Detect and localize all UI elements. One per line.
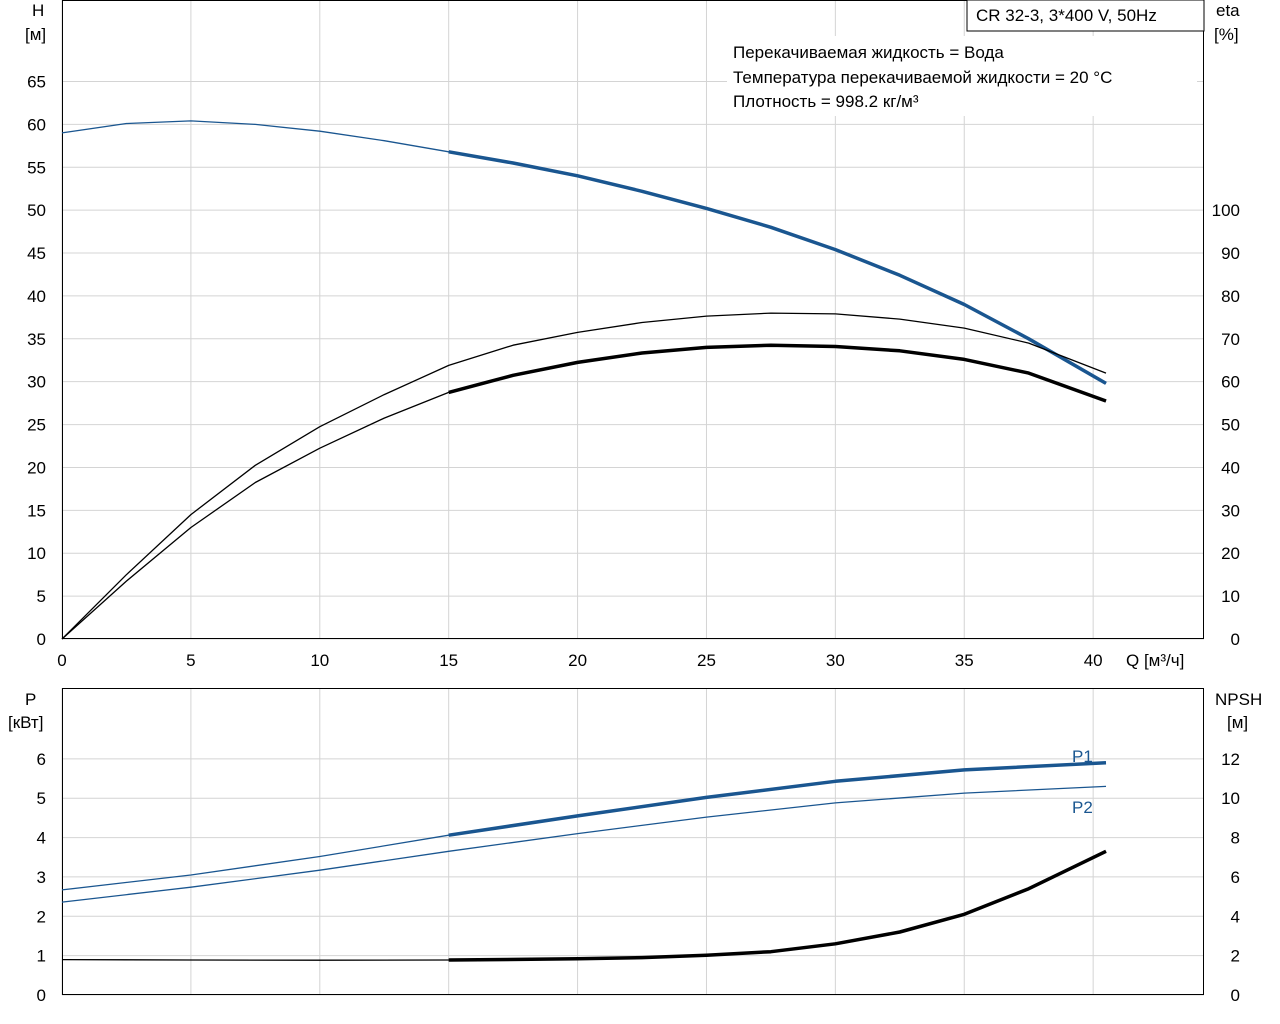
top-left-tick-label: 35: [27, 330, 46, 349]
bottom-plot-frame: [62, 688, 1204, 995]
bottom-left-tick-label: 1: [37, 947, 46, 966]
top-left-axis-unit: [м]: [25, 25, 46, 44]
x-tick-label: 5: [186, 651, 195, 670]
top-right-tick-label: 60: [1221, 373, 1240, 392]
top-right-tick-label: 0: [1231, 630, 1240, 649]
top-left-tick-label: 0: [37, 630, 46, 649]
bottom-left-axis-label: P: [25, 690, 36, 709]
bottom-right-tick-label: 8: [1231, 829, 1240, 848]
bottom-left-axis-unit: [кВт]: [8, 713, 43, 732]
top-series-2-operating-range: [448, 343, 1107, 403]
bottom-left-tick-label: 6: [37, 750, 46, 769]
top-series-0-operating-range: [448, 150, 1107, 385]
top-right-tick-label: 30: [1221, 501, 1240, 520]
x-tick-label: 25: [697, 651, 716, 670]
top-right-tick-label: 50: [1221, 416, 1240, 435]
bottom-right-tick-label: 0: [1231, 986, 1240, 1005]
x-tick-label: 0: [57, 651, 66, 670]
x-tick-label: 15: [439, 651, 458, 670]
top-left-tick-label: 45: [27, 244, 46, 263]
x-tick-label: 40: [1084, 651, 1103, 670]
top-left-tick-label: 25: [27, 416, 46, 435]
x-tick-label: 30: [826, 651, 845, 670]
bottom-left-tick-label: 2: [37, 907, 46, 926]
top-left-tick-label: 5: [37, 587, 46, 606]
bottom-right-tick-label: 10: [1221, 789, 1240, 808]
top-right-tick-label: 90: [1221, 244, 1240, 263]
top-series-1-line: [61, 312, 1107, 640]
bottom-right-tick-label: 4: [1231, 907, 1240, 926]
x-axis-label: Q [м³/ч]: [1126, 651, 1184, 670]
top-left-tick-label: 65: [27, 72, 46, 91]
bottom-left-tick-label: 4: [37, 829, 46, 848]
x-tick-label: 10: [310, 651, 329, 670]
top-left-tick-label: 55: [27, 158, 46, 177]
top-left-tick-label: 20: [27, 458, 46, 477]
top-right-tick-label: 20: [1221, 544, 1240, 563]
bottom-right-tick-label: 12: [1221, 750, 1240, 769]
pump-label: CR 32-3, 3*400 V, 50Hz: [976, 6, 1157, 25]
top-left-tick-label: 10: [27, 544, 46, 563]
bottom-left-tick-label: 5: [37, 789, 46, 808]
bottom-right-axis-unit: [м]: [1227, 713, 1248, 732]
top-right-axis-label: eta: [1216, 1, 1240, 20]
series-label-p2: P2: [1072, 798, 1093, 817]
top-plot-frame: [62, 0, 1204, 639]
pump-label-box: [966, 0, 1205, 32]
top-right-tick-label: 10: [1221, 587, 1240, 606]
bottom-left-tick-label: 3: [37, 868, 46, 887]
bottom-series-2-operating-range: [448, 849, 1107, 962]
bottom-right-axis-label: NPSH: [1215, 690, 1262, 709]
top-left-tick-label: 60: [27, 115, 46, 134]
top-left-tick-label: 50: [27, 201, 46, 220]
bottom-plot-area: [62, 688, 1204, 995]
top-right-tick-label: 70: [1221, 330, 1240, 349]
top-left-tick-label: 40: [27, 287, 46, 306]
top-right-tick-label: 80: [1221, 287, 1240, 306]
top-left-axis-label: H: [32, 1, 44, 20]
top-right-tick-label: 100: [1212, 201, 1240, 220]
info-line-1: Перекачиваемая жидкость = Вода: [733, 43, 1004, 62]
x-tick-label: 20: [568, 651, 587, 670]
bottom-left-tick-label: 0: [37, 986, 46, 1005]
x-tick-label: 35: [955, 651, 974, 670]
series-label-p1: P1: [1072, 747, 1093, 766]
info-box: [727, 36, 1197, 116]
top-left-tick-label: 30: [27, 373, 46, 392]
bottom-series-p1-operating-range: [448, 761, 1107, 837]
bottom-right-tick-label: 6: [1231, 868, 1240, 887]
info-line-3: Плотность = 998.2 кг/м³: [733, 92, 919, 111]
top-left-tick-label: 15: [27, 501, 46, 520]
top-right-axis-unit: [%]: [1214, 25, 1239, 44]
bottom-series-p2-line: [61, 785, 1107, 903]
info-line-2: Температура перекачиваемой жидкости = 20…: [733, 68, 1112, 87]
bottom-right-tick-label: 2: [1231, 947, 1240, 966]
top-right-tick-label: 40: [1221, 458, 1240, 477]
